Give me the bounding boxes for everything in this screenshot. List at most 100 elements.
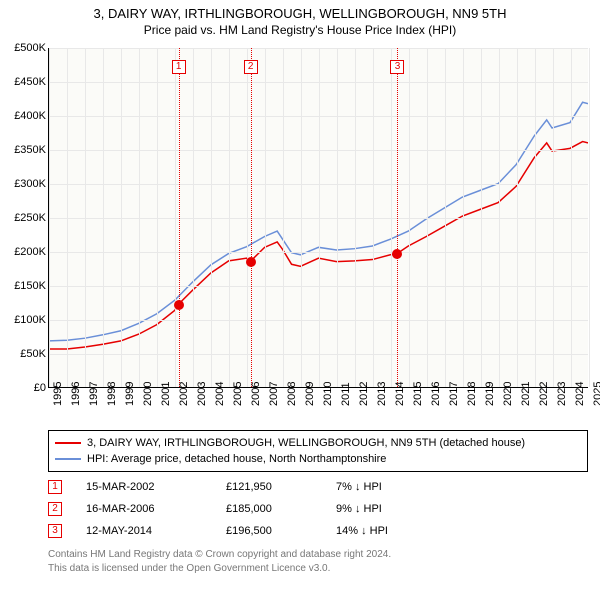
gridline-v <box>481 48 482 387</box>
x-axis-label: 2017 <box>448 382 460 406</box>
y-axis-label: £350K <box>6 144 46 156</box>
x-axis-label: 1998 <box>106 382 118 406</box>
gridline-v <box>373 48 374 387</box>
gridline-v <box>247 48 248 387</box>
sale-dot <box>246 257 256 267</box>
gridline-v <box>139 48 140 387</box>
gridline-v <box>121 48 122 387</box>
x-axis-label: 1996 <box>70 382 82 406</box>
sale-marker-line <box>179 48 180 387</box>
sales-row-marker: 3 <box>48 524 62 538</box>
title-line-1: 3, DAIRY WAY, IRTHLINGBOROUGH, WELLINGBO… <box>0 6 600 21</box>
gridline-v <box>85 48 86 387</box>
gridline-v <box>301 48 302 387</box>
x-axis-label: 2006 <box>250 382 262 406</box>
x-axis-label: 2024 <box>574 382 586 406</box>
gridline-v <box>193 48 194 387</box>
gridline-v <box>67 48 68 387</box>
sales-row-price: £121,950 <box>226 481 336 493</box>
gridline-v <box>175 48 176 387</box>
footer-attribution: Contains HM Land Registry data © Crown c… <box>48 548 391 576</box>
y-axis-label: £150K <box>6 280 46 292</box>
gridline-v <box>283 48 284 387</box>
x-axis-label: 2022 <box>538 382 550 406</box>
gridline-v <box>211 48 212 387</box>
chart-plot-area: 1 2 3 <box>48 48 588 388</box>
legend: 3, DAIRY WAY, IRTHLINGBOROUGH, WELLINGBO… <box>48 430 588 472</box>
legend-row-property: 3, DAIRY WAY, IRTHLINGBOROUGH, WELLINGBO… <box>55 435 581 451</box>
x-axis-label: 2013 <box>376 382 388 406</box>
gridline-v <box>589 48 590 387</box>
sales-row-date: 16-MAR-2006 <box>86 503 226 515</box>
y-axis-label: £450K <box>6 76 46 88</box>
legend-row-hpi: HPI: Average price, detached house, Nort… <box>55 451 581 467</box>
y-axis-label: £0 <box>6 382 46 394</box>
x-axis-label: 2016 <box>430 382 442 406</box>
sales-row-price: £185,000 <box>226 503 336 515</box>
gridline-v <box>517 48 518 387</box>
gridline-v <box>49 48 50 387</box>
gridline-v <box>337 48 338 387</box>
x-axis-label: 2007 <box>268 382 280 406</box>
y-axis-label: £300K <box>6 178 46 190</box>
sale-marker-box: 3 <box>390 60 404 74</box>
x-axis-label: 2008 <box>286 382 298 406</box>
gridline-v <box>409 48 410 387</box>
gridline-v <box>535 48 536 387</box>
sales-table: 115-MAR-2002£121,9507% ↓ HPI 2 16-MAR-2006… <box>48 476 588 542</box>
y-axis-label: £400K <box>6 110 46 122</box>
gridline-v <box>229 48 230 387</box>
sales-table-row: 3 12-MAY-2014£196,50014% ↓ HPI <box>48 520 588 542</box>
gridline-v <box>499 48 500 387</box>
x-axis-label: 2003 <box>196 382 208 406</box>
x-axis-label: 2011 <box>340 382 352 406</box>
gridline-v <box>103 48 104 387</box>
gridline-v <box>319 48 320 387</box>
gridline-v <box>445 48 446 387</box>
x-axis-label: 2018 <box>466 382 478 406</box>
sale-marker-box: 1 <box>172 60 186 74</box>
gridline-v <box>157 48 158 387</box>
gridline-v <box>553 48 554 387</box>
x-axis-label: 2012 <box>358 382 370 406</box>
x-axis-label: 2019 <box>484 382 496 406</box>
sales-row-diff: 9% ↓ HPI <box>336 503 476 515</box>
x-axis-label: 2023 <box>556 382 568 406</box>
x-axis-label: 2021 <box>520 382 532 406</box>
legend-swatch-hpi <box>55 458 81 460</box>
sale-marker-box: 2 <box>244 60 258 74</box>
title-line-2: Price paid vs. HM Land Registry's House … <box>0 23 600 37</box>
y-axis-label: £200K <box>6 246 46 258</box>
x-axis-label: 1995 <box>52 382 64 406</box>
gridline-v <box>571 48 572 387</box>
y-axis-label: £50K <box>6 348 46 360</box>
y-axis-label: £250K <box>6 212 46 224</box>
x-axis-label: 2009 <box>304 382 316 406</box>
sales-row-marker: 2 <box>48 502 62 516</box>
gridline-v <box>355 48 356 387</box>
x-axis-label: 2020 <box>502 382 514 406</box>
gridline-v <box>391 48 392 387</box>
x-axis-label: 2002 <box>178 382 190 406</box>
x-axis-label: 1999 <box>124 382 136 406</box>
sales-row-price: £196,500 <box>226 525 336 537</box>
x-axis-label: 2010 <box>322 382 334 406</box>
x-axis-label: 2015 <box>412 382 424 406</box>
sales-table-row: 115-MAR-2002£121,9507% ↓ HPI <box>48 476 588 498</box>
legend-swatch-property <box>55 442 81 444</box>
sale-dot <box>392 249 402 259</box>
gridline-v <box>427 48 428 387</box>
sale-marker-line <box>251 48 252 387</box>
y-axis-label: £500K <box>6 42 46 54</box>
x-axis-label: 2014 <box>394 382 406 406</box>
x-axis-label: 2005 <box>232 382 244 406</box>
legend-label-property: 3, DAIRY WAY, IRTHLINGBOROUGH, WELLINGBO… <box>87 435 525 451</box>
sales-row-date: 12-MAY-2014 <box>86 525 226 537</box>
y-axis-label: £100K <box>6 314 46 326</box>
legend-label-hpi: HPI: Average price, detached house, Nort… <box>87 451 386 467</box>
x-axis-label: 2004 <box>214 382 226 406</box>
sale-dot <box>174 300 184 310</box>
chart-title: 3, DAIRY WAY, IRTHLINGBOROUGH, WELLINGBO… <box>0 0 600 37</box>
footer-line-2: This data is licensed under the Open Gov… <box>48 562 391 576</box>
sales-row-diff: 14% ↓ HPI <box>336 525 476 537</box>
